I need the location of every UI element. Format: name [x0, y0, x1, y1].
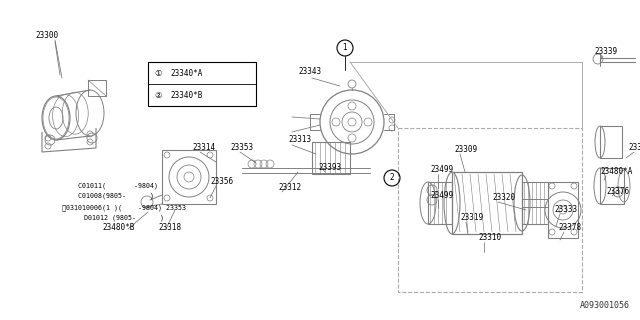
Text: 23319: 23319	[460, 213, 483, 222]
Text: 23393: 23393	[318, 164, 341, 172]
Bar	[88, 80, 106, 96]
Text: 23353: 23353	[230, 143, 253, 153]
Text: 23339: 23339	[594, 47, 617, 57]
Text: D01012 (9805-      ): D01012 (9805- )	[84, 215, 164, 221]
Text: ①: ①	[154, 68, 162, 77]
Text: 23314: 23314	[192, 143, 215, 153]
Text: 23333: 23333	[554, 205, 577, 214]
Text: C01008(9805-      ): C01008(9805- )	[78, 193, 154, 199]
Text: 23309: 23309	[454, 146, 477, 155]
Text: 2: 2	[390, 173, 394, 182]
Text: 23312: 23312	[278, 183, 301, 193]
Text: 23337: 23337	[628, 143, 640, 153]
Text: 23313: 23313	[288, 135, 311, 145]
Bar	[428, 182, 452, 224]
Bar	[162, 150, 216, 204]
Text: 23480*B: 23480*B	[102, 223, 134, 233]
Bar	[548, 182, 578, 238]
Text: 23356: 23356	[210, 178, 233, 187]
Text: 23499: 23499	[430, 191, 453, 201]
Text: ⓜ031010006(1 )(    -9804) 23353: ⓜ031010006(1 )( -9804) 23353	[62, 205, 186, 211]
Text: 23480*A: 23480*A	[600, 167, 632, 177]
Bar	[522, 182, 548, 224]
Text: 23320: 23320	[492, 194, 515, 203]
Text: 23340*A: 23340*A	[170, 68, 202, 77]
Text: 23300: 23300	[35, 30, 58, 39]
Text: 23378: 23378	[558, 223, 581, 233]
Text: 23310: 23310	[478, 234, 501, 243]
Text: 1: 1	[342, 44, 348, 52]
Bar	[452, 172, 522, 234]
Bar	[312, 142, 350, 174]
Text: A093001056: A093001056	[580, 301, 630, 310]
Bar	[600, 126, 622, 158]
Text: 23343: 23343	[298, 68, 321, 76]
Text: 23499: 23499	[430, 165, 453, 174]
Text: ②: ②	[154, 91, 162, 100]
Text: 23318: 23318	[158, 223, 181, 233]
Bar	[148, 62, 256, 106]
Text: 23340*B: 23340*B	[170, 91, 202, 100]
Bar	[398, 128, 582, 292]
Text: C01011(       -9804): C01011( -9804)	[78, 183, 158, 189]
Bar	[600, 168, 624, 204]
Text: 23376: 23376	[606, 188, 629, 196]
